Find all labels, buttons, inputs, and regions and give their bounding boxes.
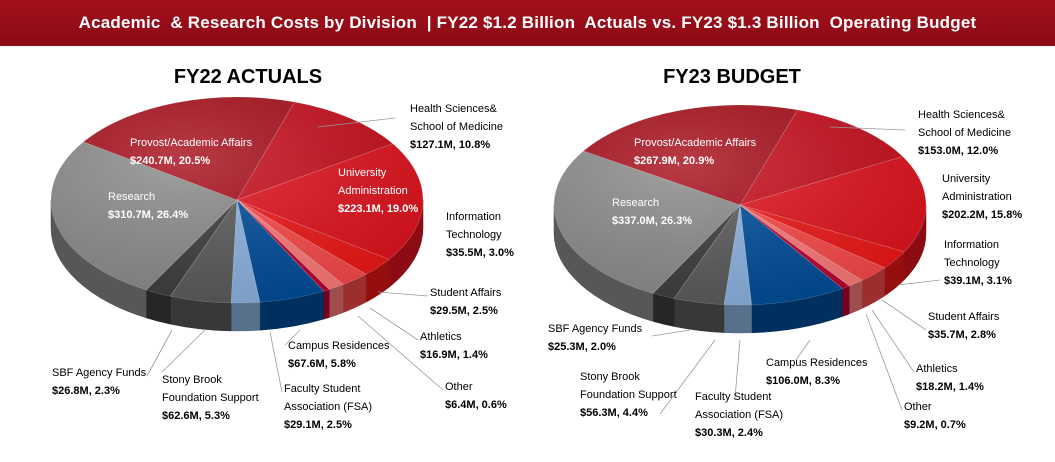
- value-research: $310.7M, 26.4%: [108, 209, 188, 221]
- value-sbf-agency-funds: $25.3M, 2.0%: [548, 341, 616, 353]
- label-student-affairs: Student Affairs: [928, 311, 1000, 323]
- leader-line-campus-residences: [795, 339, 811, 361]
- label-other: Other: [904, 401, 932, 413]
- pie-top-faces: [553, 104, 927, 306]
- value-other: $6.4M, 0.6%: [445, 399, 507, 411]
- label-information-technology: Information Technology: [446, 211, 502, 241]
- value-information-technology: $39.1M, 3.1%: [944, 275, 1012, 287]
- pie-top-faces: [50, 96, 424, 304]
- label-stony-brook-foundation-support: Stony Brook Foundation Support: [580, 371, 677, 401]
- leader-line-faculty-student-association-fsa: [734, 339, 741, 399]
- fy23-pie-chart: Health Sciences& School of Medicine $153.0…: [548, 104, 1022, 439]
- leader-line-sbf-agency-funds: [146, 329, 173, 377]
- label-faculty-student-association-fsa: Faculty Student Association (FSA): [695, 391, 783, 421]
- report-banner: Academic & Research Costs by Division | …: [0, 0, 1055, 46]
- value-faculty-student-association-fsa: $29.1M, 2.5%: [284, 419, 352, 431]
- label-health-sciences-school-of-medicine: Health Sciences& School of Medicine: [918, 109, 1011, 139]
- side-faculty-student-association-fsa: [723, 304, 752, 334]
- side-faculty-student-association-fsa: [230, 301, 261, 332]
- leader-line-sbf-agency-funds: [651, 329, 691, 337]
- value-athletics: $18.2M, 1.4%: [916, 381, 984, 393]
- fy23-chart-title: FY23 BUDGET: [663, 66, 801, 88]
- leader-line-athletics: [369, 307, 419, 341]
- fy22-chart-title: FY22 ACTUALS: [173, 66, 323, 88]
- value-stony-brook-foundation-support: $56.3M, 4.4%: [580, 407, 648, 419]
- label-provost-academic-affairs: Provost/Academic Affairs: [634, 137, 757, 149]
- label-university-administration: University Administration: [942, 173, 1012, 203]
- leader-line-athletics: [871, 309, 915, 373]
- label-sbf-agency-funds: SBF Agency Funds: [52, 367, 147, 379]
- fy22-pie-chart: Health Sciences& School of Medicine $127.1…: [50, 96, 514, 431]
- value-provost-academic-affairs: $240.7M, 20.5%: [130, 155, 210, 167]
- value-campus-residences: $106.0M, 8.3%: [766, 375, 840, 387]
- leader-line-faculty-student-association-fsa: [269, 331, 283, 393]
- value-student-affairs: $29.5M, 2.5%: [430, 305, 498, 317]
- leader-line-information-technology: [897, 279, 941, 286]
- leader-line-health-sciences-school-of-medicine: [829, 126, 906, 131]
- label-athletics: Athletics: [916, 363, 958, 375]
- leader-line-student-affairs: [881, 299, 927, 331]
- value-university-administration: $202.2M, 15.8%: [942, 209, 1022, 221]
- label-stony-brook-foundation-support: Stony Brook Foundation Support: [162, 374, 259, 404]
- label-student-affairs: Student Affairs: [430, 287, 502, 299]
- label-health-sciences-school-of-medicine: Health Sciences& School of Medicine: [410, 103, 503, 133]
- pie-labels: Health Sciences& School of Medicine $153.0…: [548, 109, 1022, 439]
- value-student-affairs: $35.7M, 2.8%: [928, 329, 996, 341]
- label-research: Research: [612, 197, 659, 209]
- label-provost-academic-affairs: Provost/Academic Affairs: [130, 137, 253, 149]
- leader-line-campus-residences: [284, 329, 301, 346]
- value-health-sciences-school-of-medicine: $127.1M, 10.8%: [410, 139, 490, 151]
- side-other: [323, 289, 330, 320]
- value-other: $9.2M, 0.7%: [904, 419, 966, 431]
- label-university-administration: University Administration: [338, 167, 408, 197]
- leader-line-stony-brook-foundation-support: [659, 339, 716, 415]
- value-athletics: $16.9M, 1.4%: [420, 349, 488, 361]
- value-faculty-student-association-fsa: $30.3M, 2.4%: [695, 427, 763, 439]
- side-other: [842, 285, 850, 317]
- leader-line-health-sciences-school-of-medicine: [317, 117, 396, 128]
- pie-labels: Health Sciences& School of Medicine $127.1…: [52, 103, 514, 431]
- leader-line-other: [865, 313, 903, 411]
- label-campus-residences: Campus Residences: [766, 357, 868, 369]
- value-stony-brook-foundation-support: $62.6M, 5.3%: [162, 410, 230, 422]
- side-sbf-agency-funds: [652, 293, 675, 327]
- label-information-technology: Information Technology: [944, 239, 1000, 269]
- value-research: $337.0M, 26.3%: [612, 215, 692, 227]
- label-campus-residences: Campus Residences: [288, 340, 390, 352]
- leader-line-other: [357, 315, 444, 391]
- value-campus-residences: $67.6M, 5.8%: [288, 358, 356, 370]
- side-athletics: [328, 284, 344, 318]
- value-information-technology: $35.5M, 3.0%: [446, 247, 514, 259]
- value-university-administration: $223.1M, 19.0%: [338, 203, 418, 215]
- label-other: Other: [445, 381, 473, 393]
- leader-line-student-affairs: [377, 291, 429, 297]
- label-faculty-student-association-fsa: Faculty Student Association (FSA): [284, 383, 372, 413]
- label-sbf-agency-funds: SBF Agency Funds: [548, 323, 643, 335]
- label-research: Research: [108, 191, 155, 203]
- leader-line-stony-brook-foundation-support: [161, 329, 206, 373]
- value-health-sciences-school-of-medicine: $153.0M, 12.0%: [918, 145, 998, 157]
- label-athletics: Athletics: [420, 331, 462, 343]
- value-provost-academic-affairs: $267.9M, 20.9%: [634, 155, 714, 167]
- value-sbf-agency-funds: $26.8M, 2.3%: [52, 385, 120, 397]
